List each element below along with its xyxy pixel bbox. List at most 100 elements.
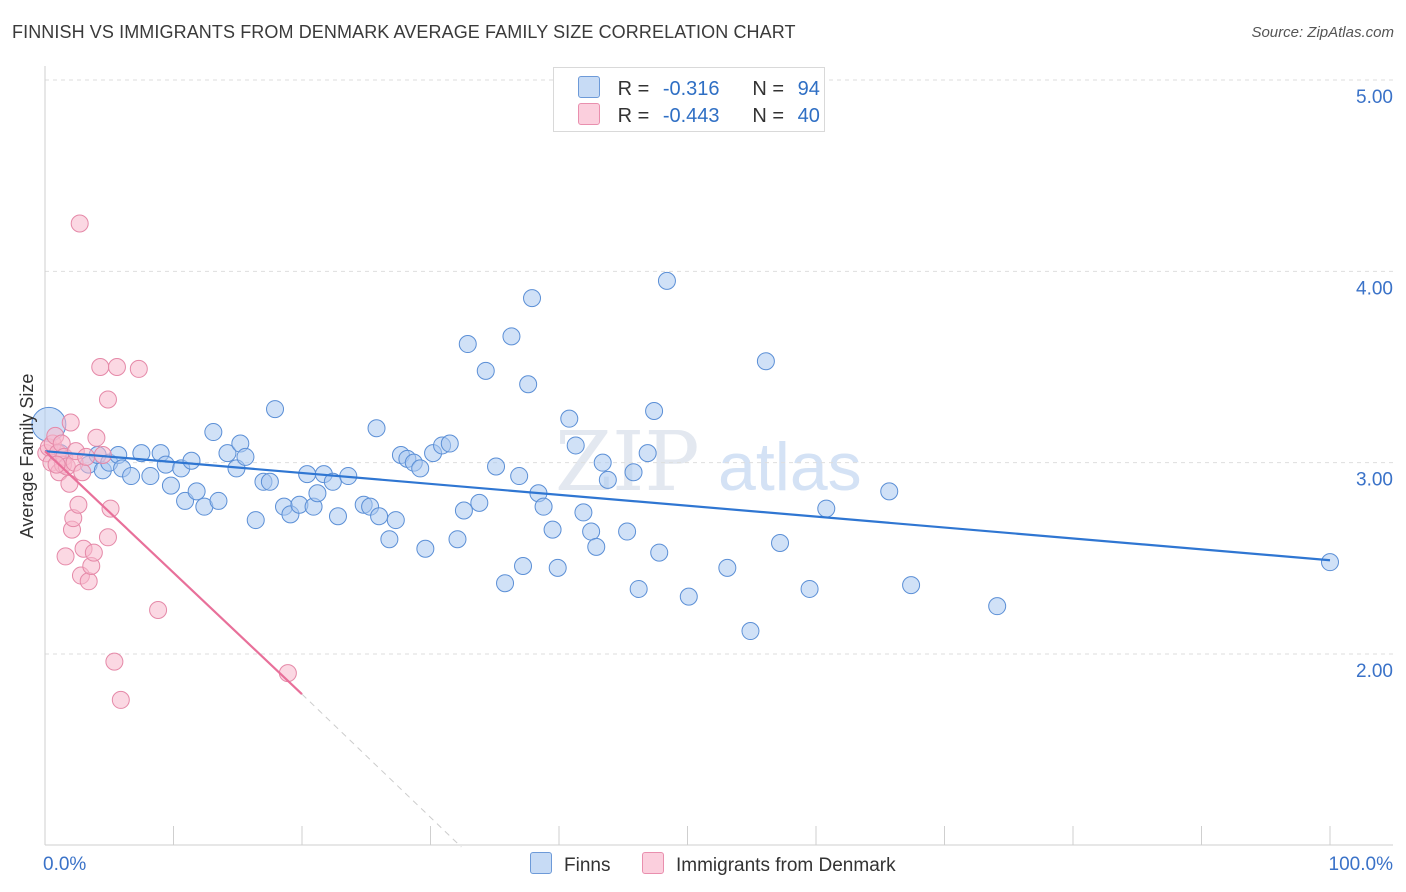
data-point (496, 574, 515, 593)
data-point (87, 428, 106, 447)
data-point (386, 511, 405, 530)
data-point (560, 409, 579, 428)
data-point (79, 572, 98, 591)
legend-n-label: N = (752, 78, 785, 100)
data-point (122, 467, 141, 486)
data-point (566, 436, 585, 455)
data-point (98, 528, 117, 547)
data-point (624, 463, 643, 482)
trend-line-denmark (44, 450, 303, 695)
data-point (638, 444, 657, 463)
legend-r-label: R = (617, 78, 650, 100)
y-tick-label: 5.00 (1356, 87, 1393, 108)
data-point (187, 482, 206, 501)
data-point (129, 359, 148, 378)
legend-swatch-denmark (578, 103, 600, 125)
source-credit: Source: ZipAtlas.com (1251, 24, 1394, 41)
watermark-atlas: atlas (718, 429, 862, 505)
data-point (111, 690, 130, 709)
data-point (260, 472, 279, 491)
data-point (657, 271, 676, 290)
data-point (543, 520, 562, 539)
data-point (209, 491, 228, 510)
bottom-legend-finns: Finns (530, 852, 610, 877)
data-point (308, 484, 327, 503)
data-point (629, 579, 648, 598)
data-point (246, 511, 265, 530)
data-point (1321, 553, 1339, 572)
bottom-legend-swatch-finns (530, 852, 552, 874)
data-point (440, 434, 459, 453)
data-point (514, 556, 533, 575)
data-point (69, 495, 88, 514)
data-point (161, 476, 180, 495)
denmark-points (37, 214, 297, 709)
data-point (650, 543, 669, 562)
legend-r-value-denmark: -0.443 (662, 105, 720, 127)
data-point (458, 335, 477, 354)
data-point (266, 400, 285, 419)
data-point (84, 543, 103, 562)
x-tick-label-max: 100.0% (1329, 854, 1394, 875)
data-point (618, 522, 637, 541)
data-point (454, 501, 473, 520)
data-point (645, 402, 664, 421)
data-point (598, 470, 617, 489)
data-point (817, 499, 836, 518)
data-point (91, 358, 110, 376)
data-point (73, 463, 92, 482)
data-point (132, 444, 151, 463)
data-point (77, 447, 96, 466)
data-point (902, 576, 921, 595)
data-point (411, 459, 430, 478)
data-point (278, 664, 297, 683)
data-point (593, 453, 612, 472)
data-point (523, 289, 542, 308)
data-point (107, 358, 126, 376)
x-tick-label-min: 0.0% (43, 854, 86, 875)
trend-lines (44, 450, 1331, 848)
trend-line-denmark-extension (301, 693, 462, 848)
y-tick-label: 2.00 (1356, 661, 1393, 682)
watermark-zip: ZIP (555, 415, 700, 510)
data-point (70, 214, 89, 233)
bottom-legend-denmark: Immigrants from Denmark (642, 852, 896, 877)
data-point (156, 455, 175, 474)
bottom-legend-swatch-denmark (642, 852, 664, 874)
correlation-legend: R = -0.316 N = 94 R = -0.443 N = 40 (553, 67, 825, 132)
data-point (448, 530, 467, 549)
tick-labels: 2.00 3.00 4.00 5.00 0.0% 100.0% (43, 87, 1393, 875)
data-point (756, 352, 775, 371)
legend-n-value-finns: 94 (797, 78, 820, 100)
bottom-legend-label-denmark: Immigrants from Denmark (676, 855, 896, 876)
data-point (519, 375, 538, 394)
data-point (56, 547, 75, 566)
data-point (771, 534, 790, 553)
legend-swatch-finns (578, 76, 600, 98)
data-point (988, 597, 1007, 616)
data-point (476, 361, 495, 380)
data-point (149, 600, 168, 619)
chart-title: FINNISH VS IMMIGRANTS FROM DENMARK AVERA… (12, 22, 796, 42)
data-point (328, 507, 347, 526)
legend-row-denmark: R = -0.443 N = 40 (578, 103, 820, 127)
y-axis-label: Average Family Size (17, 374, 37, 539)
legend-r-label: R = (617, 105, 650, 127)
legend-n-label: N = (752, 105, 785, 127)
data-point (176, 491, 195, 510)
legend-row-finns: R = -0.316 N = 94 (578, 76, 820, 100)
data-point (487, 457, 506, 476)
data-point (105, 652, 124, 671)
trend-line-finns (44, 450, 1331, 562)
data-point (47, 455, 66, 474)
data-point (718, 558, 737, 577)
data-point (370, 507, 389, 526)
data-point (182, 451, 201, 470)
y-tick-label: 3.00 (1356, 470, 1393, 491)
data-point (380, 530, 399, 549)
data-point (574, 503, 593, 522)
data-point (416, 539, 435, 558)
data-point (367, 419, 386, 438)
data-point (587, 537, 606, 556)
